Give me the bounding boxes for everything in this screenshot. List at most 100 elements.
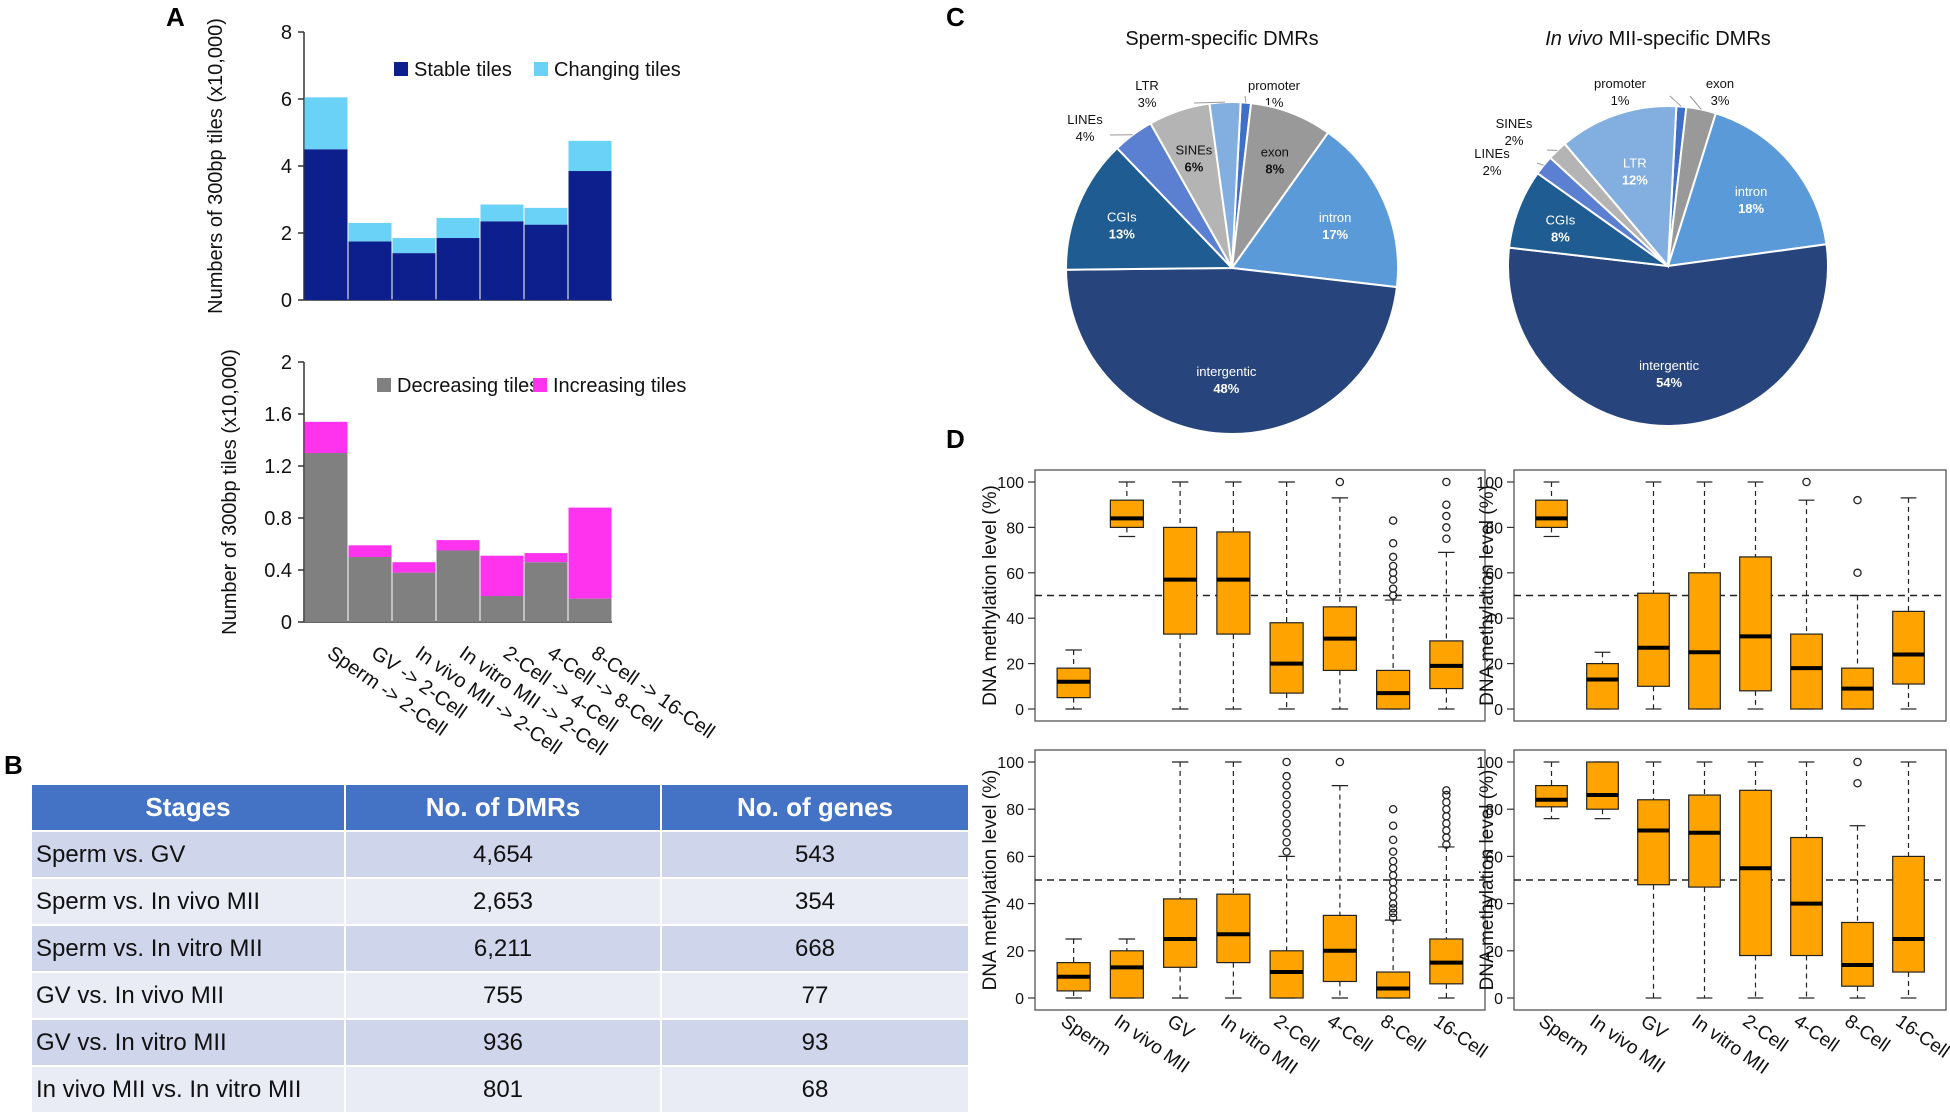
pie-pct: 12% bbox=[1622, 172, 1648, 187]
pie-label: CGIs bbox=[1107, 210, 1137, 225]
outlier-point bbox=[1390, 562, 1397, 569]
box bbox=[1270, 623, 1303, 693]
outlier-point bbox=[1390, 865, 1397, 872]
pie-label: LINEs bbox=[1067, 112, 1103, 127]
x-category-label: GV bbox=[1637, 1011, 1672, 1044]
dmr-table: Stages No. of DMRs No. of genes Sperm vs… bbox=[32, 785, 970, 1112]
y-tick-label: 0 bbox=[1015, 991, 1024, 1008]
bar-bottom bbox=[569, 599, 612, 622]
pie-label: LTR bbox=[1135, 78, 1159, 93]
bar-bottom bbox=[393, 573, 436, 622]
y-axis-label: DNA methylation level (%) bbox=[1477, 770, 1498, 991]
box bbox=[1587, 762, 1619, 809]
y-axis-label: DNA methylation level (%) bbox=[980, 770, 1001, 991]
outlier-point bbox=[1283, 801, 1290, 808]
y-tick-label: 100 bbox=[1476, 755, 1503, 772]
outlier-point bbox=[1336, 478, 1343, 485]
bar-bottom bbox=[525, 562, 568, 622]
table-row: GV vs. In vitro MII 936 93 bbox=[32, 1019, 969, 1066]
outlier-point bbox=[1390, 900, 1397, 907]
outlier-point bbox=[1443, 799, 1450, 806]
pie-pct: 8% bbox=[1551, 230, 1570, 245]
box bbox=[1893, 856, 1925, 972]
pie-leader bbox=[1537, 163, 1544, 165]
pie-pct: 2% bbox=[1483, 163, 1502, 178]
pie-pct: 3% bbox=[1138, 95, 1157, 110]
pie-slice bbox=[1508, 244, 1828, 426]
table-cell-dmrs: 801 bbox=[345, 1066, 661, 1112]
outlier-point bbox=[1443, 524, 1450, 531]
y-tick-label: 1.6 bbox=[264, 404, 292, 426]
y-axis-label: DNA methylation level (%) bbox=[1477, 485, 1498, 706]
table-cell-genes: 77 bbox=[661, 972, 969, 1019]
box bbox=[1217, 894, 1250, 962]
outlier-point bbox=[1390, 569, 1397, 576]
table-cell-stage: GV vs. In vivo MII bbox=[32, 972, 345, 1019]
pie-label: promoter bbox=[1248, 78, 1301, 93]
box bbox=[1689, 573, 1721, 709]
x-category-label: 4-Cell bbox=[1790, 1011, 1843, 1057]
outlier-point bbox=[1390, 517, 1397, 524]
bar-top bbox=[305, 97, 348, 149]
y-tick-label: 0 bbox=[281, 290, 292, 312]
table-cell-stage: Sperm vs. In vivo MII bbox=[32, 878, 345, 925]
y-tick-label: 60 bbox=[1006, 849, 1024, 866]
box bbox=[1740, 790, 1772, 955]
bar-top bbox=[525, 208, 568, 225]
box-panel-frame bbox=[1035, 750, 1485, 1010]
table-cell-stage: GV vs. In vitro MII bbox=[32, 1019, 345, 1066]
box bbox=[1110, 951, 1143, 998]
pie-leader bbox=[1670, 96, 1681, 107]
pie-pct: 17% bbox=[1322, 227, 1348, 242]
outlier-point bbox=[1443, 834, 1450, 841]
y-tick-label: 100 bbox=[997, 755, 1024, 772]
pie-title: In vivo MII-specific DMRs bbox=[1545, 28, 1771, 50]
pie-label: LINEs bbox=[1474, 146, 1510, 161]
table-row: Sperm vs. GV 4,654 543 bbox=[32, 831, 969, 878]
outlier-point bbox=[1443, 813, 1450, 820]
bar-top bbox=[437, 218, 480, 238]
pie-pct: 54% bbox=[1656, 375, 1682, 390]
x-category-label: 16-Cell bbox=[1892, 1011, 1950, 1063]
y-tick-label: 8 bbox=[281, 22, 292, 44]
pie-pct: 13% bbox=[1109, 227, 1135, 242]
table-cell-genes: 668 bbox=[661, 925, 969, 972]
pie-label: CGIs bbox=[1546, 213, 1576, 228]
outlier-point bbox=[1443, 512, 1450, 519]
x-category-label: Sperm bbox=[1057, 1011, 1115, 1060]
box bbox=[1638, 800, 1670, 885]
table-cell-genes: 68 bbox=[661, 1066, 969, 1112]
pie-slice bbox=[1066, 268, 1397, 434]
outlier-point bbox=[1283, 782, 1290, 789]
bar-top bbox=[349, 545, 392, 557]
table-row: Sperm vs. In vitro MII 6,211 668 bbox=[32, 925, 969, 972]
pie-pct: 3% bbox=[1711, 93, 1730, 108]
bar-bottom bbox=[305, 453, 348, 622]
outlier-point bbox=[1390, 576, 1397, 583]
x-category-label: 16-Cell bbox=[1430, 1011, 1491, 1063]
box bbox=[1893, 611, 1925, 684]
x-category-label: Sperm bbox=[1535, 1011, 1593, 1060]
box bbox=[1842, 922, 1874, 986]
pie-label: exon bbox=[1261, 144, 1289, 159]
outlier-point bbox=[1443, 787, 1450, 794]
bar-top bbox=[393, 238, 436, 253]
box bbox=[1587, 664, 1619, 709]
box-panel-frame bbox=[1035, 470, 1485, 721]
outlier-point bbox=[1390, 822, 1397, 829]
y-tick-label: 0.8 bbox=[264, 508, 292, 530]
pie-label: LTR bbox=[1623, 155, 1647, 170]
table-cell-stage: Sperm vs. GV bbox=[32, 831, 345, 878]
pie-label: SINEs bbox=[1496, 116, 1533, 131]
table-cell-dmrs: 755 bbox=[345, 972, 661, 1019]
pie-pct: 1% bbox=[1611, 93, 1630, 108]
bar-bottom bbox=[349, 241, 392, 300]
outlier-point bbox=[1283, 773, 1290, 780]
outlier-point bbox=[1854, 780, 1861, 787]
pie-pct: 4% bbox=[1076, 129, 1095, 144]
bar-top bbox=[305, 422, 348, 453]
bar-bottom bbox=[437, 238, 480, 300]
y-tick-label: 60 bbox=[1006, 566, 1024, 583]
outlier-point bbox=[1390, 893, 1397, 900]
y-axis-label: Numbers of 300bp tiles (x10,000) bbox=[205, 18, 227, 314]
